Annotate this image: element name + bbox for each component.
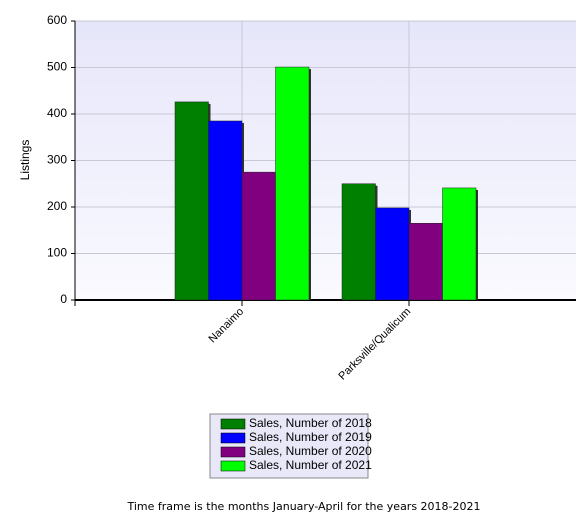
legend-swatch bbox=[220, 460, 246, 472]
legend-swatch bbox=[220, 446, 246, 458]
bar bbox=[208, 120, 243, 301]
legend-label: Sales, Number of 2019 bbox=[249, 430, 372, 444]
bar bbox=[408, 223, 443, 301]
legend-swatch bbox=[220, 418, 246, 430]
y-tick-label: 200 bbox=[47, 199, 67, 213]
bar bbox=[375, 207, 410, 301]
legend-label: Sales, Number of 2021 bbox=[249, 458, 372, 472]
y-tick-label: 500 bbox=[47, 60, 67, 74]
bar bbox=[275, 66, 310, 301]
legend-label: Sales, Number of 2020 bbox=[249, 444, 372, 458]
footnote: Time frame is the months January-April f… bbox=[126, 500, 480, 513]
bar bbox=[241, 171, 276, 301]
bar bbox=[341, 183, 376, 301]
bar bbox=[442, 187, 477, 301]
y-tick-label: 600 bbox=[47, 13, 67, 27]
y-tick-label: 0 bbox=[60, 292, 67, 306]
x-tick-label: Parksville/Qualicum bbox=[336, 306, 413, 383]
legend-swatch bbox=[220, 432, 246, 444]
x-tick-label: Nanaimo bbox=[207, 306, 247, 346]
y-tick-label: 400 bbox=[47, 106, 67, 120]
y-tick-label: 100 bbox=[47, 246, 67, 260]
legend-label: Sales, Number of 2018 bbox=[249, 416, 372, 430]
bar bbox=[174, 101, 209, 301]
y-tick-label: 300 bbox=[47, 153, 67, 167]
y-axis-label: Listings bbox=[18, 140, 32, 181]
